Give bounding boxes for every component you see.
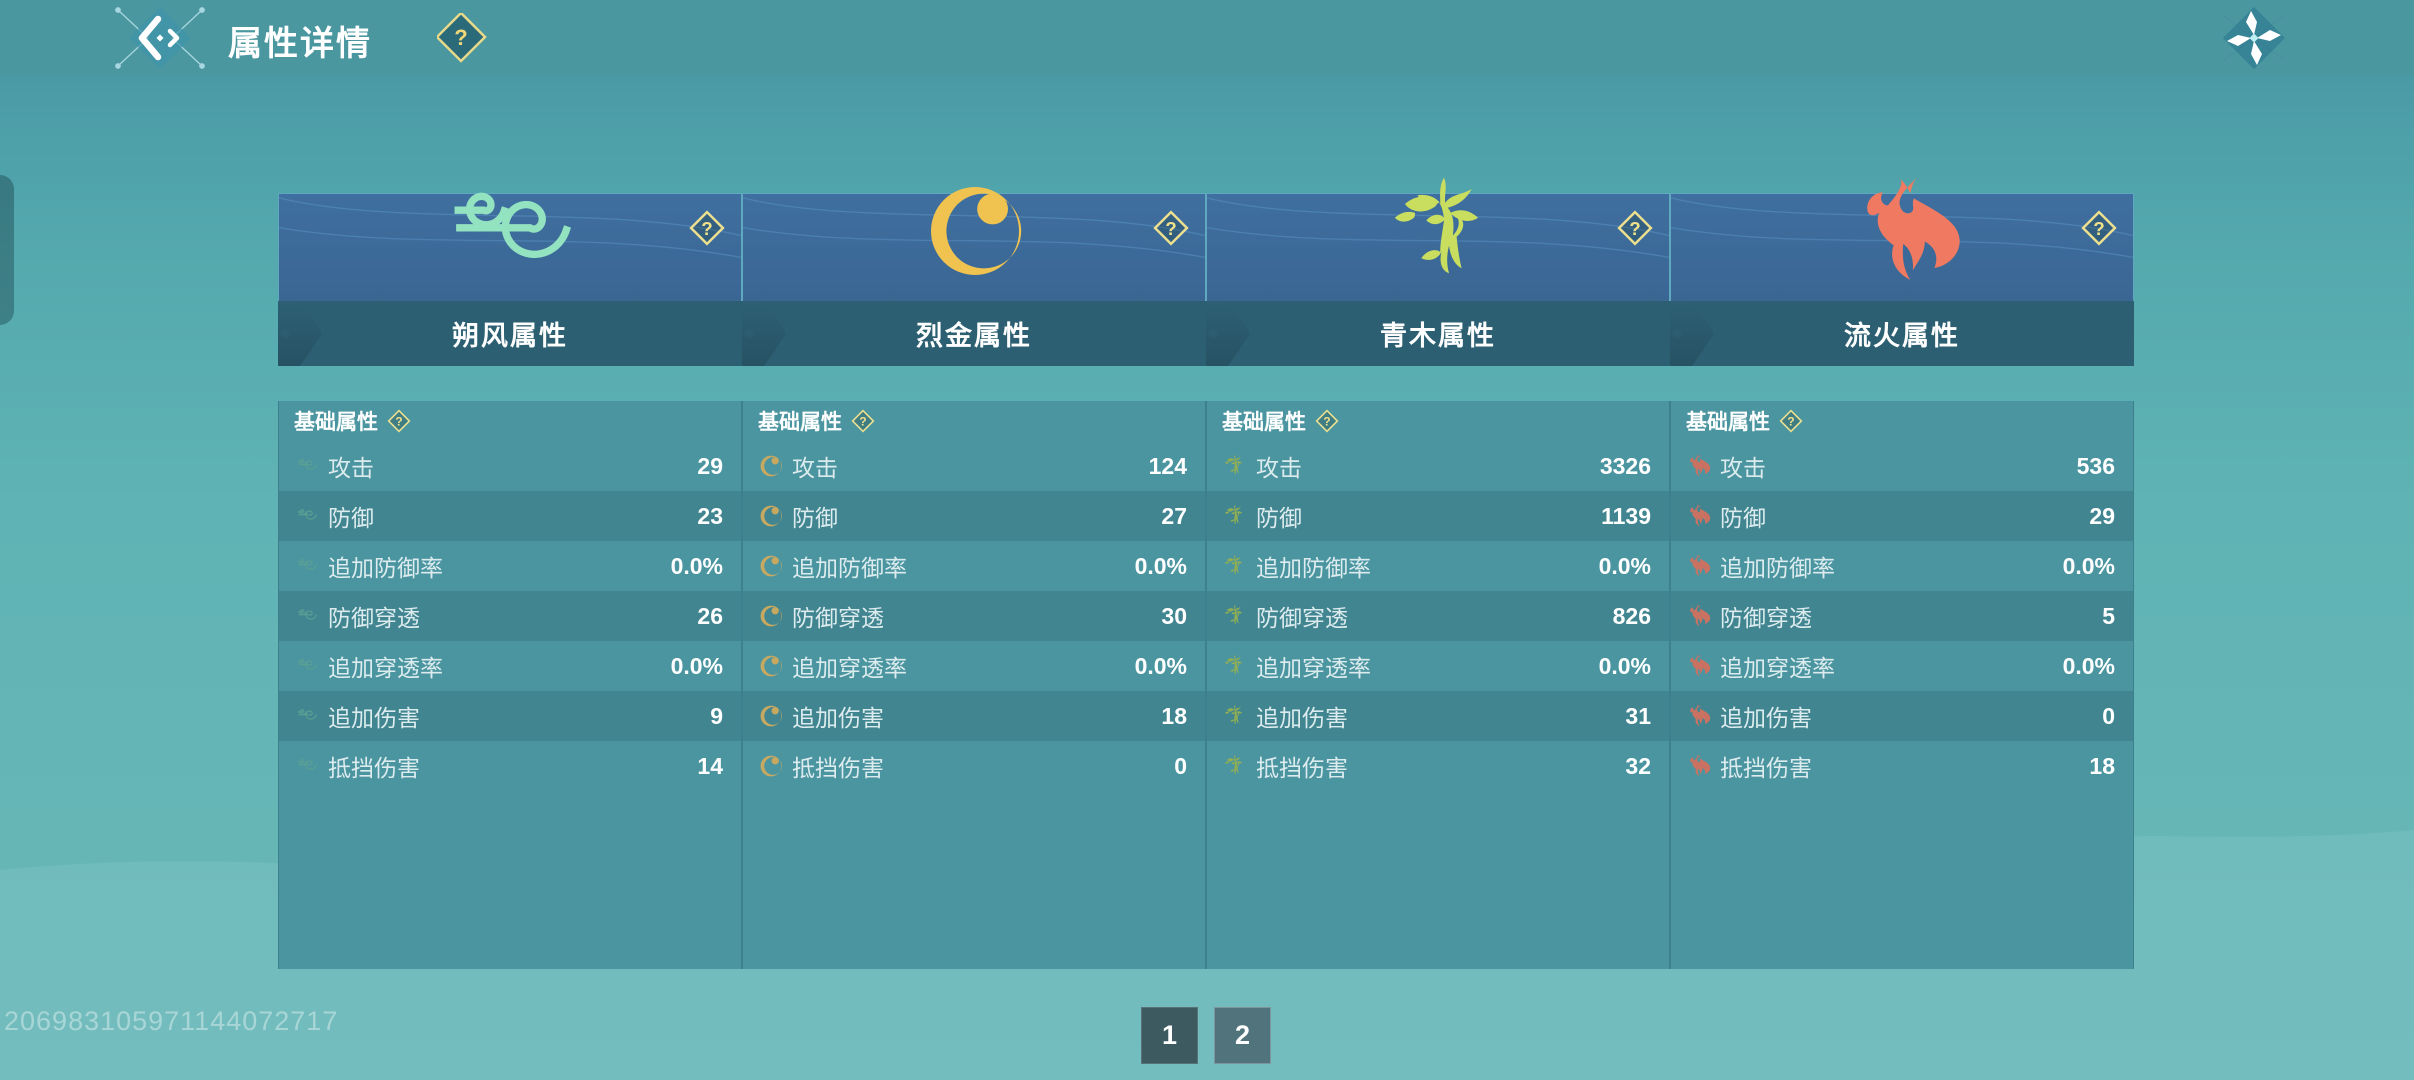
svg-text:?: ? [1629, 218, 1640, 239]
svg-text:?: ? [701, 218, 712, 239]
svg-text:?: ? [1165, 218, 1176, 239]
svg-text:?: ? [1787, 414, 1794, 428]
svg-text:?: ? [859, 414, 866, 428]
svg-text:?: ? [1323, 414, 1330, 428]
svg-text:?: ? [395, 414, 402, 428]
svg-text:?: ? [454, 25, 467, 50]
svg-text:?: ? [2093, 218, 2104, 239]
